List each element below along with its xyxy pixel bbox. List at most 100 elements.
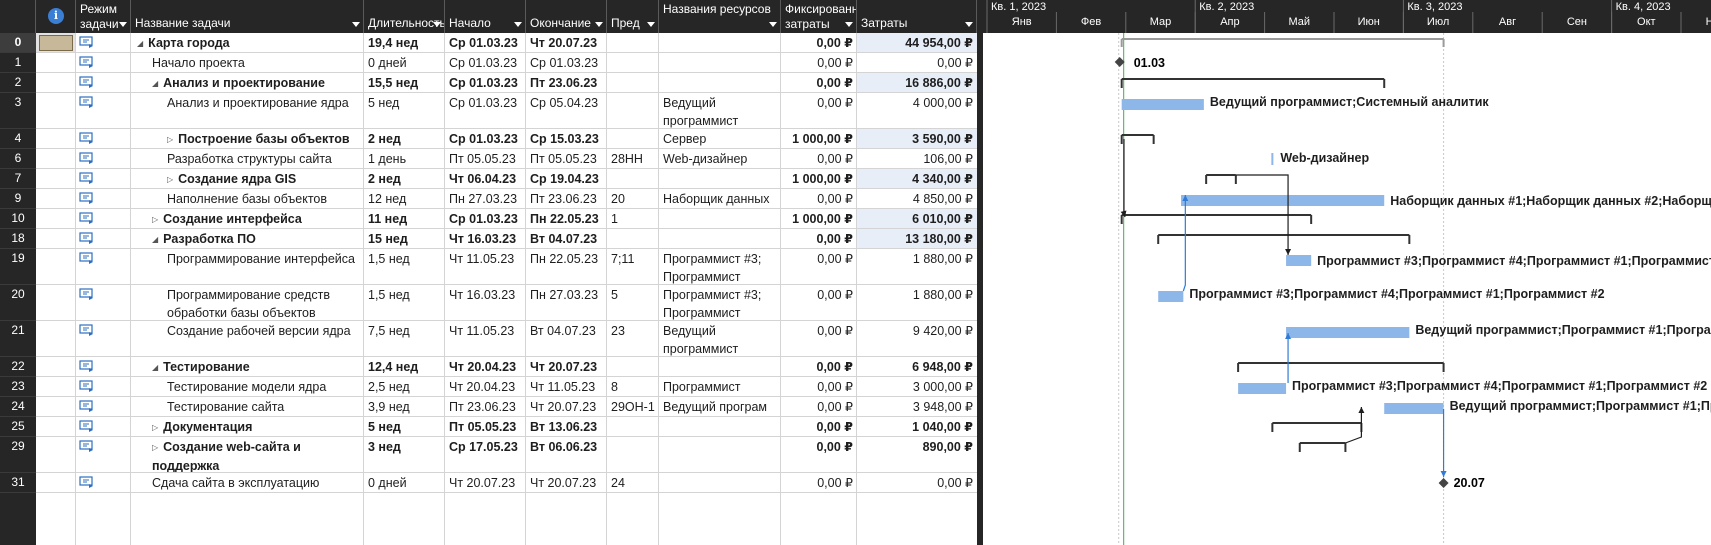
chevron-down-icon[interactable] [647, 22, 655, 27]
cell-finish[interactable]: Пн 27.03.23 [526, 285, 607, 321]
cell-cost[interactable]: 1 880,00 ₽ [857, 285, 977, 321]
collapse-icon[interactable]: ◢ [137, 39, 144, 48]
cell-finish[interactable]: Пт 23.06.23 [526, 189, 607, 209]
cell-cost[interactable]: 106,00 ₽ [857, 149, 977, 169]
row-number[interactable]: 25 [0, 417, 36, 437]
chevron-down-icon[interactable] [352, 22, 360, 27]
cell-finish[interactable]: Вт 06.06.23 [526, 437, 607, 473]
cell-duration[interactable]: 5 нед [364, 417, 445, 437]
cell-res[interactable]: Программист #3; Программист #4;Пр [659, 285, 781, 321]
expand-icon[interactable]: ▷ [167, 175, 174, 184]
cell-res[interactable]: Программист #3; Программист #4;Пр [659, 249, 781, 285]
cell-fixed[interactable]: 0,00 ₽ [781, 249, 857, 285]
header-id[interactable] [0, 0, 36, 33]
cell-cost[interactable]: 6 010,00 ₽ [857, 209, 977, 229]
row-number[interactable]: 1 [0, 53, 36, 73]
cell-fixed[interactable]: 1 000,00 ₽ [781, 169, 857, 189]
row-number[interactable]: 23 [0, 377, 36, 397]
cell-duration[interactable]: 12 нед [364, 189, 445, 209]
cell-duration[interactable]: 1,5 нед [364, 285, 445, 321]
row-number[interactable]: 24 [0, 397, 36, 417]
cell-start[interactable]: Ср 17.05.23 [445, 437, 526, 473]
cell-pred[interactable] [607, 129, 659, 149]
cell-duration[interactable]: 1 день [364, 149, 445, 169]
header-pred[interactable]: Пред [607, 0, 659, 33]
cell-start[interactable]: Ср 01.03.23 [445, 53, 526, 73]
cell-pred[interactable]: 8 [607, 377, 659, 397]
cell-res[interactable] [659, 209, 781, 229]
cell-start[interactable]: Ср 01.03.23 [445, 209, 526, 229]
chevron-down-icon[interactable] [119, 22, 127, 27]
cell-duration[interactable]: 3 нед [364, 437, 445, 473]
cell-pred[interactable] [607, 437, 659, 473]
cell-name[interactable]: ◢ Карта города [131, 33, 364, 53]
row-number[interactable]: 9 [0, 189, 36, 209]
cell-pred[interactable]: 7;11 [607, 249, 659, 285]
cell-name[interactable]: Сдача сайта в эксплуатацию [131, 473, 364, 493]
cell-pred[interactable]: 28НН [607, 149, 659, 169]
header-start[interactable]: Начало [445, 0, 526, 33]
cell-pred[interactable]: 20 [607, 189, 659, 209]
cell-cost[interactable]: 1 880,00 ₽ [857, 249, 977, 285]
cell-cost[interactable]: 16 886,00 ₽ [857, 73, 977, 93]
cell-fixed[interactable]: 0,00 ₽ [781, 357, 857, 377]
cell-cost[interactable]: 4 000,00 ₽ [857, 93, 977, 129]
cell-name[interactable]: Тестирование модели ядра [131, 377, 364, 397]
cell-res[interactable]: Сервер [659, 129, 781, 149]
row-number[interactable]: 22 [0, 357, 36, 377]
cell-fixed[interactable]: 0,00 ₽ [781, 93, 857, 129]
cell-res[interactable] [659, 169, 781, 189]
cell-res[interactable]: Ведущий программист [659, 93, 781, 129]
header-name[interactable]: Название задачи [131, 0, 364, 33]
collapse-icon[interactable]: ◢ [152, 235, 159, 244]
cell-cost[interactable]: 890,00 ₽ [857, 437, 977, 473]
cell-res[interactable] [659, 437, 781, 473]
cell-cost[interactable]: 9 420,00 ₽ [857, 321, 977, 357]
cell-start[interactable]: Пт 05.05.23 [445, 149, 526, 169]
cell-name[interactable]: ▷ Создание ядра GIS [131, 169, 364, 189]
cell-start[interactable]: Чт 11.05.23 [445, 321, 526, 357]
cell-cost[interactable]: 3 000,00 ₽ [857, 377, 977, 397]
cell-res[interactable]: Программист #3;Пр [659, 377, 781, 397]
cell-duration[interactable]: 15 нед [364, 229, 445, 249]
cell-cost[interactable]: 4 340,00 ₽ [857, 169, 977, 189]
cell-res[interactable] [659, 357, 781, 377]
row-number[interactable]: 20 [0, 285, 36, 321]
cell-finish[interactable]: Чт 20.07.23 [526, 397, 607, 417]
cell-fixed[interactable]: 0,00 ₽ [781, 473, 857, 493]
cell-start[interactable]: Чт 16.03.23 [445, 229, 526, 249]
expand-icon[interactable]: ▷ [152, 215, 159, 224]
cell-fixed[interactable]: 0,00 ₽ [781, 321, 857, 357]
cell-duration[interactable]: 3,9 нед [364, 397, 445, 417]
cell-name[interactable]: ◢ Тестирование [131, 357, 364, 377]
cell-finish[interactable]: Чт 20.07.23 [526, 33, 607, 53]
cell-fixed[interactable]: 0,00 ₽ [781, 149, 857, 169]
cell-name[interactable]: Программирование интерфейса [131, 249, 364, 285]
cell-finish[interactable]: Чт 11.05.23 [526, 377, 607, 397]
cell-cost[interactable]: 1 040,00 ₽ [857, 417, 977, 437]
cell-finish[interactable]: Чт 20.07.23 [526, 357, 607, 377]
cell-res[interactable]: Ведущий програм [659, 397, 781, 417]
header-res[interactable]: Названия ресурсов [659, 0, 781, 33]
cell-finish[interactable]: Пн 22.05.23 [526, 249, 607, 285]
chevron-down-icon[interactable] [595, 22, 603, 27]
row-number[interactable]: 18 [0, 229, 36, 249]
cell-pred[interactable]: 24 [607, 473, 659, 493]
row-number[interactable]: 3 [0, 93, 36, 129]
cell-start[interactable]: Пт 23.06.23 [445, 397, 526, 417]
cell-cost[interactable]: 44 954,00 ₽ [857, 33, 977, 53]
expand-icon[interactable]: ▷ [152, 423, 159, 432]
cell-pred[interactable]: 1 [607, 209, 659, 229]
cell-fixed[interactable]: 0,00 ₽ [781, 189, 857, 209]
chevron-down-icon[interactable] [965, 22, 973, 27]
cell-pred[interactable] [607, 33, 659, 53]
expand-icon[interactable]: ▷ [167, 135, 174, 144]
cell-pred[interactable]: 23 [607, 321, 659, 357]
cell-start[interactable]: Пт 05.05.23 [445, 417, 526, 437]
cell-cost[interactable]: 3 590,00 ₽ [857, 129, 977, 149]
cell-duration[interactable]: 2 нед [364, 169, 445, 189]
cell-name[interactable]: Разработка структуры сайта [131, 149, 364, 169]
header-cost[interactable]: Затраты [857, 0, 977, 33]
cell-start[interactable]: Чт 20.07.23 [445, 473, 526, 493]
cell-start[interactable]: Чт 20.04.23 [445, 377, 526, 397]
